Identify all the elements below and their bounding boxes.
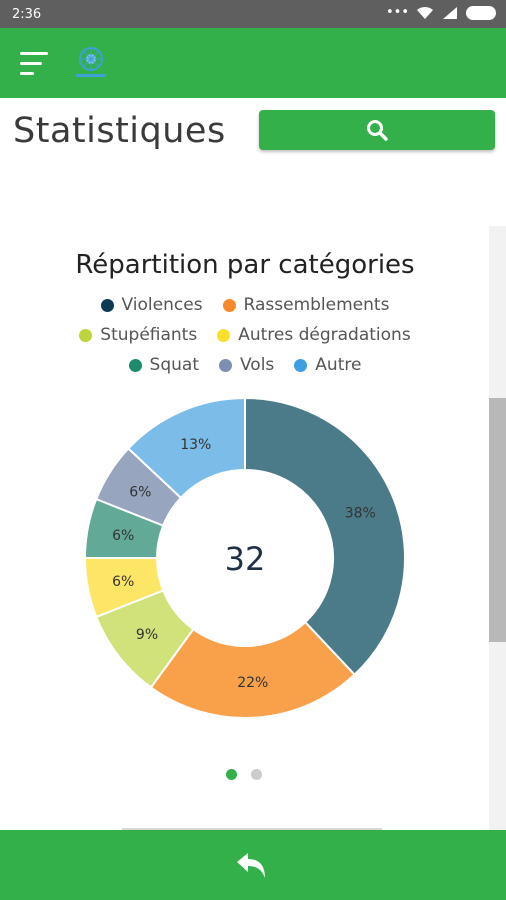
legend-dot (128, 358, 142, 372)
slice-label: 6% (112, 574, 134, 590)
slice-label: 6% (129, 485, 151, 501)
pager-dot-1[interactable] (226, 769, 237, 780)
legend-label: Vols (240, 355, 275, 375)
chart-title: Répartition par catégories (75, 250, 415, 280)
legend-row: Violences Rassemblements (0, 290, 490, 320)
status-time: 2:36 (12, 7, 42, 22)
legend-row: Squat Vols Autre (0, 350, 490, 380)
wifi-icon (417, 6, 433, 19)
legend-item-vols[interactable]: Vols (219, 355, 274, 375)
donut-slice-violences[interactable] (244, 396, 406, 677)
slice-label: 22% (237, 675, 268, 691)
legend-item-rassemblements[interactable]: Rassemblements (222, 295, 390, 315)
legend-dot (222, 298, 236, 312)
slice-label: 38% (345, 505, 376, 521)
app-bar (0, 28, 506, 98)
legend-dot (217, 328, 231, 342)
donut-slice-autre[interactable] (126, 396, 246, 500)
page-title: Statistiques (13, 111, 226, 151)
legend-item-stupefiants[interactable]: Stupéfiants (79, 325, 197, 345)
legend-label: Squat (149, 355, 199, 375)
chart-panel[interactable] (0, 226, 490, 826)
donut-center-total: 32 (225, 540, 266, 578)
slice-label: 6% (112, 528, 134, 544)
hamburger-menu-icon[interactable] (20, 50, 50, 78)
legend-item-violences[interactable]: Violences (100, 295, 203, 315)
bottom-bar (0, 830, 506, 900)
legend-label: Autre (315, 355, 362, 375)
back-arrow-icon[interactable] (233, 850, 273, 882)
legend-label: Stupéfiants (100, 325, 198, 345)
pager-dot-2[interactable] (251, 769, 262, 780)
legend-item-squat[interactable]: Squat (128, 355, 199, 375)
legend-row: Stupéfiants Autres dégradations (0, 320, 490, 350)
more-dots-icon: ••• (385, 5, 409, 20)
legend-label: Violences (121, 295, 203, 315)
app-logo (76, 47, 106, 77)
legend-item-autre[interactable]: Autre (294, 355, 361, 375)
status-bar: 2:36 ••• (0, 0, 506, 28)
legend-dot (219, 358, 232, 372)
chart-legend: Violences Rassemblements Stupéfiants Aut… (0, 290, 490, 380)
battery-icon (466, 5, 496, 20)
legend-item-autres-degradations[interactable]: Autres dégradations (217, 325, 411, 345)
divider (122, 828, 382, 830)
pager-dots (226, 769, 262, 780)
legend-dot (79, 328, 93, 342)
slice-label: 13% (180, 437, 211, 453)
status-icons: ••• (386, 5, 496, 20)
legend-dot (100, 298, 114, 312)
legend-label: Rassemblements (243, 295, 390, 315)
search-icon (367, 120, 388, 141)
donut-slice-rassemblements[interactable] (149, 620, 356, 719)
search-button[interactable] (259, 110, 495, 150)
legend-label: Autres dégradations (238, 325, 411, 345)
legend-dot (294, 358, 308, 372)
signal-icon (443, 6, 457, 19)
slice-label: 9% (136, 627, 158, 643)
donut-chart: 38% 22% 9% 6% 6% 6% 13% 32 (83, 396, 406, 719)
scrollbar-thumb[interactable] (489, 398, 506, 642)
